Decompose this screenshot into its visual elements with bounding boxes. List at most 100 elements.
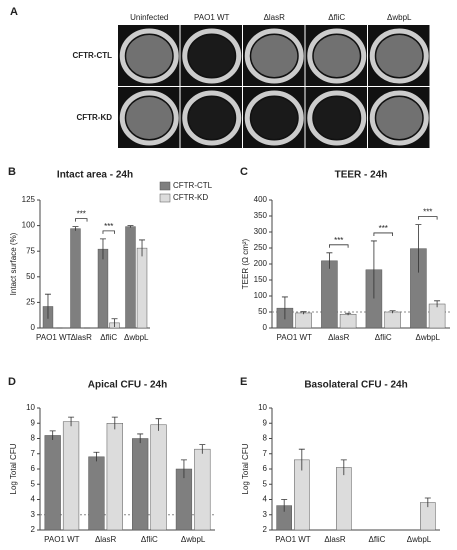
y-tick-label: 6 [263, 464, 268, 473]
error-bar [389, 310, 396, 314]
well-ring [182, 28, 242, 84]
well-center [188, 97, 235, 139]
error-bar [326, 252, 333, 269]
x-tick-label: ΔlasR [324, 535, 346, 544]
column-label: ΔwbpL [387, 13, 412, 22]
y-tick-label: 0 [263, 323, 268, 332]
error-bar [68, 416, 75, 427]
bar [70, 228, 81, 329]
well-center [376, 97, 423, 139]
x-tick-label: PAO1 WT [36, 333, 72, 342]
error-bar [199, 444, 206, 454]
well-center [251, 97, 298, 139]
y-tick-label: 0 [31, 323, 36, 332]
x-tick-label: ΔlasR [328, 333, 350, 342]
well-center [126, 97, 173, 139]
bar [88, 456, 105, 531]
well-center [376, 35, 423, 77]
chart-title: Basolateral CFU - 24h [304, 380, 407, 391]
error-bar [345, 312, 352, 316]
y-tick-label: 4 [31, 495, 36, 504]
well-ring [244, 90, 304, 146]
column-label: Uninfected [130, 13, 168, 22]
error-bar [424, 497, 431, 508]
significance-label: *** [379, 224, 388, 233]
bar [428, 303, 446, 329]
column-label: ΔlasR [264, 13, 286, 22]
well-ring [307, 28, 367, 84]
well-center [188, 35, 235, 77]
error-bar [49, 430, 56, 441]
error-bar [139, 239, 146, 257]
chart-title: Intact area - 24h [57, 170, 133, 181]
y-tick-label: 8 [31, 434, 36, 443]
row-label: CFTR-CTL [72, 51, 112, 60]
error-bar [155, 418, 162, 431]
well-ring [182, 90, 242, 146]
y-tick-label: 100 [22, 221, 36, 230]
y-tick-label: 3 [263, 510, 268, 519]
y-tick-label: 125 [22, 195, 36, 204]
y-tick-label: 200 [254, 259, 268, 268]
significance-label: *** [77, 210, 86, 219]
y-tick-label: 350 [254, 211, 268, 220]
legend-swatch [159, 193, 171, 203]
error-bar [281, 499, 288, 512]
significance-label: *** [423, 208, 432, 217]
y-tick-label: 3 [31, 510, 36, 519]
well-ring [119, 90, 179, 146]
x-tick-label: ΔwbpL [407, 535, 432, 544]
row-label: CFTR-KD [76, 113, 112, 122]
y-axis-label: Log Total CFU [9, 443, 18, 494]
y-tick-label: 9 [263, 418, 268, 427]
error-bar [137, 433, 144, 444]
significance-bracket [373, 232, 393, 236]
well-center [251, 35, 298, 77]
bar [136, 247, 148, 329]
y-tick-label: 10 [26, 403, 35, 412]
y-tick-label: 400 [254, 195, 268, 204]
error-bar [111, 318, 118, 327]
y-tick-label: 5 [31, 479, 36, 488]
y-tick-label: 25 [26, 298, 35, 307]
y-tick-label: 100 [254, 291, 268, 300]
panel-label: A [10, 6, 18, 18]
bar [339, 313, 357, 329]
x-tick-label: ΔfliC [100, 333, 117, 342]
y-tick-label: 8 [263, 434, 268, 443]
error-bar [340, 459, 347, 476]
column-label: ΔfliC [328, 13, 345, 22]
significance-label: *** [334, 236, 343, 245]
y-tick-label: 75 [26, 246, 35, 255]
bar [194, 448, 211, 531]
y-tick-label: 7 [263, 449, 268, 458]
y-tick-label: 2 [263, 525, 268, 534]
significance-bracket [418, 216, 438, 220]
bar [150, 424, 167, 531]
x-tick-label: ΔwbpL [416, 333, 441, 342]
y-tick-label: 6 [31, 464, 36, 473]
significance-bracket [329, 244, 349, 248]
well-ring [119, 28, 179, 84]
legend-swatch [159, 181, 171, 191]
significance-bracket [75, 218, 88, 222]
error-bar [434, 300, 441, 308]
y-axis-label: TEER (Ω cm²) [241, 238, 250, 289]
y-tick-label: 4 [263, 495, 268, 504]
x-tick-label: ΔlasR [71, 333, 93, 342]
y-axis-label: Log Total CFU [241, 443, 250, 494]
chart-title: TEER - 24h [335, 170, 388, 181]
legend-label: CFTR-KD [173, 193, 208, 202]
well-ring [369, 90, 429, 146]
panel-label: D [8, 376, 16, 388]
bar [132, 438, 149, 531]
y-tick-label: 250 [254, 243, 268, 252]
chart-title: Apical CFU - 24h [88, 380, 167, 391]
bar [106, 423, 123, 531]
well-center [313, 35, 360, 77]
panel-label: B [8, 166, 16, 178]
well-ring [307, 90, 367, 146]
y-tick-label: 10 [258, 403, 267, 412]
well-ring [244, 28, 304, 84]
